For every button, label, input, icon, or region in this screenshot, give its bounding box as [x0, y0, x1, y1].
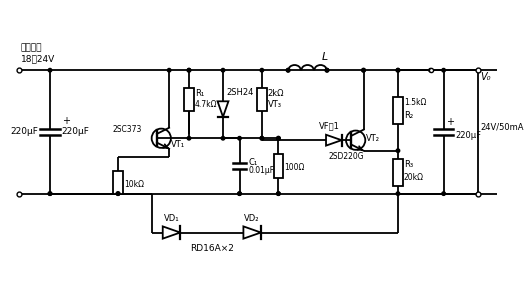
Circle shape — [286, 69, 290, 72]
Text: R₃: R₃ — [404, 160, 413, 169]
Circle shape — [325, 69, 329, 72]
Text: 220μF: 220μF — [455, 131, 481, 140]
Circle shape — [429, 69, 433, 72]
Text: 100Ω: 100Ω — [284, 163, 305, 172]
Circle shape — [277, 192, 280, 195]
Circle shape — [286, 69, 290, 72]
Circle shape — [396, 149, 400, 152]
Text: R₁: R₁ — [195, 89, 204, 98]
Text: VT₃: VT₃ — [268, 100, 282, 109]
Text: 220μF: 220μF — [62, 127, 89, 137]
Text: VT₁: VT₁ — [171, 140, 185, 149]
Circle shape — [396, 69, 400, 72]
Circle shape — [187, 69, 191, 72]
Text: R₂: R₂ — [404, 111, 413, 120]
Circle shape — [396, 69, 400, 72]
Text: 2SC373: 2SC373 — [113, 125, 143, 134]
Text: 10kΩ: 10kΩ — [124, 180, 144, 189]
Circle shape — [238, 192, 242, 195]
Bar — [184, 88, 194, 111]
Text: 220μF: 220μF — [11, 127, 38, 137]
Circle shape — [117, 192, 120, 195]
Circle shape — [277, 137, 280, 140]
Text: L: L — [322, 52, 328, 62]
Polygon shape — [163, 226, 180, 239]
Text: 24V/50mA: 24V/50mA — [480, 122, 524, 132]
Circle shape — [48, 192, 52, 195]
Bar — [113, 171, 123, 195]
Bar — [257, 88, 267, 111]
Bar — [393, 97, 403, 124]
Text: VD₁: VD₁ — [164, 214, 179, 223]
Circle shape — [260, 137, 264, 140]
Text: 20kΩ: 20kΩ — [404, 173, 424, 182]
Text: +: + — [446, 117, 454, 127]
Circle shape — [48, 192, 52, 195]
Circle shape — [48, 69, 52, 72]
Circle shape — [238, 137, 242, 140]
Circle shape — [325, 69, 329, 72]
Text: 输入直流: 输入直流 — [21, 43, 43, 52]
Circle shape — [260, 69, 264, 72]
Circle shape — [238, 192, 242, 195]
Circle shape — [396, 192, 400, 195]
Circle shape — [221, 69, 225, 72]
Circle shape — [117, 192, 120, 195]
Circle shape — [442, 192, 445, 195]
Text: V₀: V₀ — [480, 72, 491, 82]
Text: 0.01μF: 0.01μF — [248, 166, 275, 175]
Polygon shape — [244, 226, 261, 239]
Polygon shape — [326, 135, 342, 146]
Circle shape — [277, 192, 280, 195]
Text: VF－1: VF－1 — [319, 122, 339, 130]
Text: VD₂: VD₂ — [244, 214, 260, 223]
Text: 2kΩ: 2kΩ — [268, 89, 284, 98]
Circle shape — [187, 137, 191, 140]
Text: 2SD220G: 2SD220G — [329, 152, 364, 161]
Bar — [273, 154, 283, 178]
Circle shape — [260, 137, 264, 140]
Text: +: + — [62, 116, 70, 126]
Text: RD16A×2: RD16A×2 — [190, 244, 234, 253]
Polygon shape — [218, 101, 228, 117]
Text: VT₂: VT₂ — [365, 134, 379, 143]
Text: 4.7kΩ: 4.7kΩ — [195, 100, 217, 109]
Circle shape — [168, 69, 171, 72]
Circle shape — [442, 69, 445, 72]
Circle shape — [362, 69, 365, 72]
Circle shape — [362, 69, 365, 72]
Circle shape — [221, 137, 225, 140]
Text: 18～24V: 18～24V — [21, 55, 55, 64]
Circle shape — [187, 69, 191, 72]
Text: C₁: C₁ — [248, 158, 257, 166]
Bar — [393, 159, 403, 186]
Text: 1.5kΩ: 1.5kΩ — [404, 98, 426, 107]
Text: 2SH24: 2SH24 — [226, 88, 253, 97]
Circle shape — [277, 137, 280, 140]
